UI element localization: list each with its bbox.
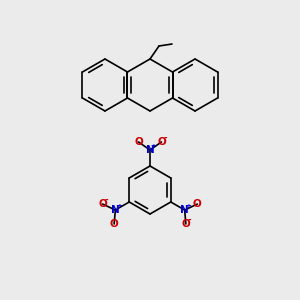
Text: O: O <box>110 219 118 229</box>
Text: N: N <box>146 145 154 155</box>
Text: +: + <box>185 203 191 209</box>
Text: O: O <box>193 199 202 209</box>
Text: -: - <box>188 216 191 225</box>
Text: -: - <box>104 196 108 205</box>
Text: -: - <box>163 134 167 143</box>
Text: O: O <box>182 219 190 229</box>
Text: O: O <box>157 137 166 147</box>
Text: N: N <box>180 205 189 215</box>
Text: +: + <box>151 143 156 149</box>
Text: N: N <box>111 205 120 215</box>
Text: +: + <box>116 203 122 209</box>
Text: O: O <box>98 199 107 209</box>
Text: O: O <box>134 137 143 147</box>
